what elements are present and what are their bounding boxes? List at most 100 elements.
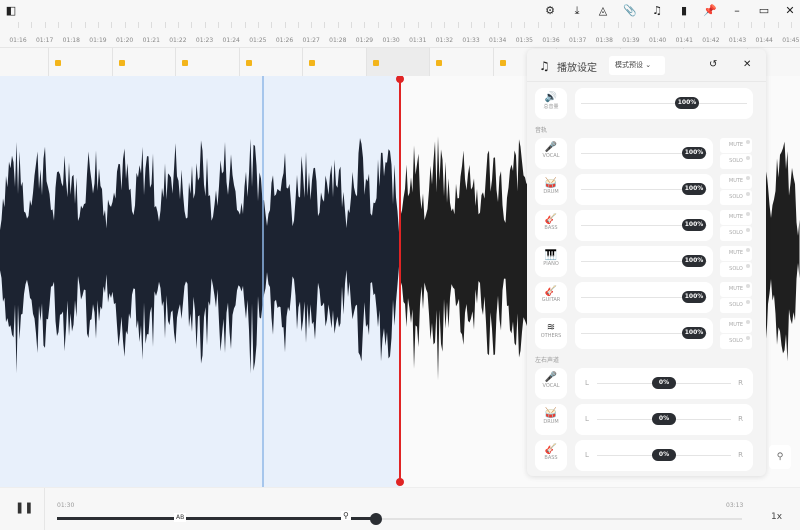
time-label: 01:28: [329, 37, 346, 44]
track-volume-slider[interactable]: 100%: [575, 318, 713, 349]
close-icon[interactable]: ✕: [782, 3, 798, 19]
solo-button[interactable]: SOLO: [720, 226, 752, 241]
tick: [98, 22, 99, 28]
speaker-icon: 🔊: [535, 92, 567, 103]
master-volume-value[interactable]: 100%: [675, 97, 699, 109]
tick: [644, 22, 645, 28]
tick: [364, 22, 365, 28]
track-label: PIANO: [535, 261, 567, 267]
marker-cell[interactable]: [112, 48, 176, 76]
master-volume-slider[interactable]: 100%: [575, 88, 753, 119]
track-volume-value[interactable]: 100%: [682, 255, 706, 267]
tick: [671, 22, 672, 28]
tick: [324, 22, 325, 28]
sidebar-toggle-icon[interactable]: ◧: [3, 3, 19, 19]
mute-button[interactable]: MUTE: [720, 318, 752, 333]
music-note-icon[interactable]: ♫: [649, 3, 665, 19]
solo-button[interactable]: SOLO: [720, 334, 752, 349]
maximize-icon[interactable]: ▭: [756, 3, 772, 19]
preset-dropdown[interactable]: 模式预设 ⌄: [609, 56, 665, 75]
solo-button[interactable]: SOLO: [720, 190, 752, 205]
track-volume-value[interactable]: 100%: [682, 183, 706, 195]
paperclip-icon[interactable]: 📎: [622, 3, 638, 19]
microphone-icon-card: 🎤VOCAL: [535, 138, 567, 169]
drum-icon-card: 🥁DRUM: [535, 174, 567, 205]
tick: [458, 22, 459, 28]
track-volume-slider[interactable]: 100%: [575, 246, 713, 277]
title-bar: ◧ ⚙ ⤓ ◬ 📎 ♫ ▮ 📌 – ▭ ✕: [0, 0, 800, 22]
track-label: OTHERS: [535, 333, 567, 339]
solo-button[interactable]: SOLO: [720, 298, 752, 313]
gear-icon[interactable]: ⚙: [542, 3, 558, 19]
mute-button[interactable]: MUTE: [720, 246, 752, 261]
mute-button[interactable]: MUTE: [720, 210, 752, 225]
time-label: 01:34: [489, 37, 506, 44]
track-volume-slider[interactable]: 100%: [575, 210, 713, 241]
pan-value[interactable]: 0%: [652, 449, 676, 461]
time-label: 01:27: [302, 37, 319, 44]
track-volume-slider[interactable]: 100%: [575, 138, 713, 169]
time-label: 01:31: [409, 37, 426, 44]
progress-handle[interactable]: [370, 513, 382, 525]
pan-value[interactable]: 0%: [652, 377, 676, 389]
lock-icon[interactable]: [500, 60, 506, 66]
mute-button[interactable]: MUTE: [720, 282, 752, 297]
total-time: 03:13: [726, 502, 743, 509]
track-volume-slider[interactable]: 100%: [575, 282, 713, 313]
marker-pin-button[interactable]: ⚲: [769, 445, 791, 469]
microphone-icon-card: 🎤VOCAL: [535, 368, 567, 399]
tick: [71, 22, 72, 28]
marker-cell[interactable]: [239, 48, 303, 76]
piano-icon: 🎹: [535, 250, 567, 261]
lock-icon[interactable]: [119, 60, 125, 66]
lock-icon[interactable]: [309, 60, 315, 66]
download-icon[interactable]: ⤓: [569, 3, 585, 19]
track-label: GUITAR: [535, 297, 567, 303]
lock-icon[interactable]: [436, 60, 442, 66]
metronome-icon[interactable]: ◬: [595, 3, 611, 19]
marker-cell[interactable]: [302, 48, 366, 76]
time-label: 01:18: [63, 37, 80, 44]
reset-icon[interactable]: ↺: [709, 59, 717, 70]
bookmark-icon[interactable]: ▮: [676, 3, 692, 19]
close-panel-icon[interactable]: ✕: [743, 59, 751, 70]
marker-cell[interactable]: [175, 48, 239, 76]
guitar-icon-card: 🎸BASS: [535, 440, 567, 471]
tick: [551, 22, 552, 28]
tick: [471, 22, 472, 28]
mute-button[interactable]: MUTE: [720, 138, 752, 153]
time-label: 01:39: [622, 37, 639, 44]
tick: [738, 22, 739, 28]
marker-cell[interactable]: [429, 48, 493, 76]
lock-icon[interactable]: [246, 60, 252, 66]
ab-loop-marker[interactable]: AB: [174, 513, 186, 522]
tick: [391, 22, 392, 28]
solo-button[interactable]: SOLO: [720, 262, 752, 277]
pin-marker-icon[interactable]: ⚲: [341, 511, 351, 520]
lock-icon[interactable]: [55, 60, 61, 66]
pan-value[interactable]: 0%: [652, 413, 676, 425]
minimize-icon[interactable]: –: [729, 3, 745, 19]
pause-icon[interactable]: ❚❚: [15, 501, 33, 514]
speed-button[interactable]: 1x: [771, 512, 782, 522]
track-volume-value[interactable]: 100%: [682, 147, 706, 159]
track-volume-value[interactable]: 100%: [682, 219, 706, 231]
solo-button[interactable]: SOLO: [720, 154, 752, 169]
track-label: VOCAL: [535, 153, 567, 159]
lock-icon[interactable]: [373, 60, 379, 66]
pin-icon[interactable]: 📌: [702, 3, 718, 19]
tick: [351, 22, 352, 28]
tick: [564, 22, 565, 28]
marker-cell[interactable]: [48, 48, 112, 76]
track-volume-value[interactable]: 100%: [682, 327, 706, 339]
lock-icon[interactable]: [182, 60, 188, 66]
mute-button[interactable]: MUTE: [720, 174, 752, 189]
track-volume-slider[interactable]: 100%: [575, 174, 713, 205]
time-label: 01:21: [143, 37, 160, 44]
marker-cell[interactable]: [366, 48, 430, 76]
track-volume-value[interactable]: 100%: [682, 291, 706, 303]
